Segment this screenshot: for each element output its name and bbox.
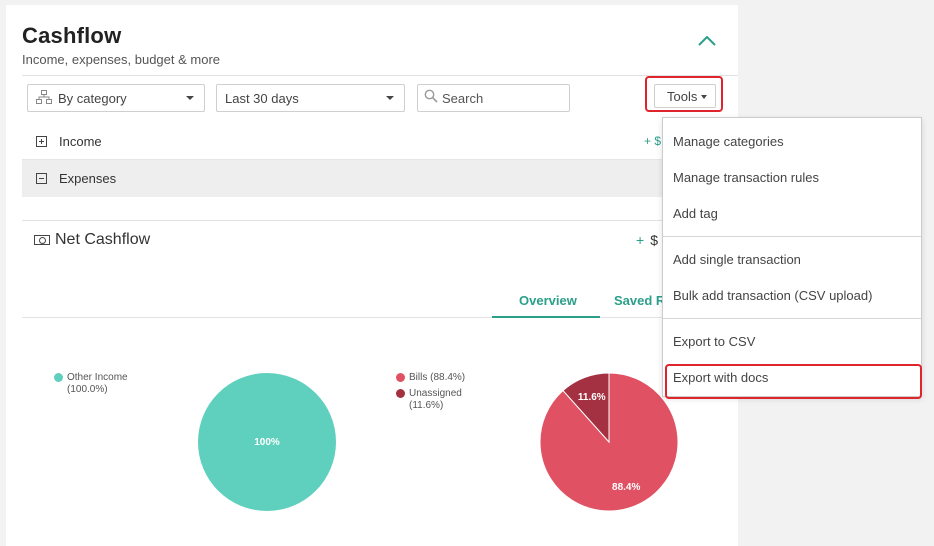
legend-pct: (11.6%) bbox=[409, 400, 444, 411]
legend-label: Other Income bbox=[67, 372, 128, 383]
tools-highlight-box bbox=[645, 76, 723, 112]
search-input[interactable] bbox=[442, 90, 562, 106]
menu-divider bbox=[663, 318, 921, 319]
search-box[interactable] bbox=[417, 84, 570, 112]
caret-down-icon bbox=[186, 96, 194, 100]
tools-button[interactable]: Tools bbox=[654, 84, 716, 108]
caret-down-icon bbox=[701, 95, 707, 99]
pie-slice-other-income bbox=[198, 373, 336, 511]
tools-menu: Manage categories Manage transaction rul… bbox=[662, 117, 922, 397]
legend-pct: (100.0%) bbox=[67, 384, 108, 395]
section-divider bbox=[22, 220, 738, 221]
net-value: $ bbox=[650, 232, 658, 248]
tools-label: Tools bbox=[667, 88, 698, 104]
expenses-label: Expenses bbox=[59, 171, 117, 186]
legend-dot bbox=[396, 389, 405, 398]
legend-item-other-income: Other Income (100.0%) bbox=[54, 372, 128, 396]
legend-label: Bills (88.4%) bbox=[409, 372, 466, 383]
export-docs-highlight-box bbox=[665, 364, 922, 399]
legend-item-unassigned: Unassigned (11.6%) bbox=[396, 388, 465, 412]
group-by-label: By category bbox=[58, 90, 127, 106]
legend-dot bbox=[396, 373, 405, 382]
caret-down-icon bbox=[386, 96, 394, 100]
expense-legend: Bills (88.4%) Unassigned (11.6%) bbox=[396, 372, 465, 416]
header-divider bbox=[22, 75, 738, 76]
group-by-select[interactable]: By category bbox=[27, 84, 205, 112]
page-title: Cashflow bbox=[22, 23, 122, 48]
income-row[interactable]: Income + $ bbox=[22, 123, 738, 160]
menu-item-export-docs[interactable]: Export with docs bbox=[673, 370, 769, 385]
pie-slice-unassigned bbox=[562, 373, 610, 444]
legend-item-bills: Bills (88.4%) bbox=[396, 372, 465, 384]
slice-label: 100% bbox=[254, 437, 280, 448]
chevron-up-icon[interactable] bbox=[696, 33, 718, 49]
net-cashflow-heading: Net Cashflow bbox=[34, 231, 150, 249]
legend-dot bbox=[54, 373, 63, 382]
slice-label: 11.6% bbox=[578, 392, 606, 403]
income-label: Income bbox=[59, 133, 102, 149]
income-amount: + $ bbox=[644, 134, 662, 148]
date-range-label: Last 30 days bbox=[225, 90, 299, 106]
legend-text: Unassigned (11.6%) bbox=[409, 388, 462, 412]
income-pie-chart: 100% bbox=[198, 373, 336, 511]
menu-divider bbox=[663, 236, 921, 237]
active-tab-indicator bbox=[492, 316, 600, 318]
expense-pie-chart: 88.4% 11.6% bbox=[540, 373, 678, 511]
tab-overview[interactable]: Overview bbox=[519, 293, 577, 308]
page-subtitle: Income, expenses, budget & more bbox=[22, 52, 221, 67]
tabs-divider bbox=[22, 317, 738, 318]
hierarchy-icon bbox=[36, 89, 52, 107]
tab-saved-reports[interactable]: Saved R bbox=[614, 293, 666, 308]
net-sign: + bbox=[636, 232, 645, 248]
income-legend: Other Income (100.0%) bbox=[54, 372, 128, 400]
expand-plus-icon[interactable] bbox=[36, 135, 47, 147]
search-icon bbox=[424, 89, 438, 108]
legend-text: Other Income (100.0%) bbox=[67, 372, 128, 396]
menu-item-manage-categories[interactable]: Manage categories bbox=[673, 134, 784, 149]
menu-item-export-csv[interactable]: Export to CSV bbox=[673, 334, 756, 349]
money-icon bbox=[34, 235, 50, 245]
menu-item-add-tag[interactable]: Add tag bbox=[673, 206, 718, 221]
menu-item-bulk-add[interactable]: Bulk add transaction (CSV upload) bbox=[673, 288, 873, 303]
expenses-row[interactable]: Expenses bbox=[22, 160, 738, 197]
collapse-minus-icon[interactable] bbox=[36, 173, 47, 184]
net-cashflow-label: Net Cashflow bbox=[55, 231, 151, 248]
slice-label: 88.4% bbox=[612, 482, 640, 493]
net-cashflow-amount: + $ bbox=[636, 232, 658, 248]
menu-item-add-single-transaction[interactable]: Add single transaction bbox=[673, 252, 801, 267]
menu-item-manage-rules[interactable]: Manage transaction rules bbox=[673, 170, 819, 185]
cashflow-card: Cashflow Income, expenses, budget & more… bbox=[6, 5, 738, 546]
legend-label: Unassigned bbox=[409, 388, 462, 399]
date-range-select[interactable]: Last 30 days bbox=[216, 84, 405, 112]
